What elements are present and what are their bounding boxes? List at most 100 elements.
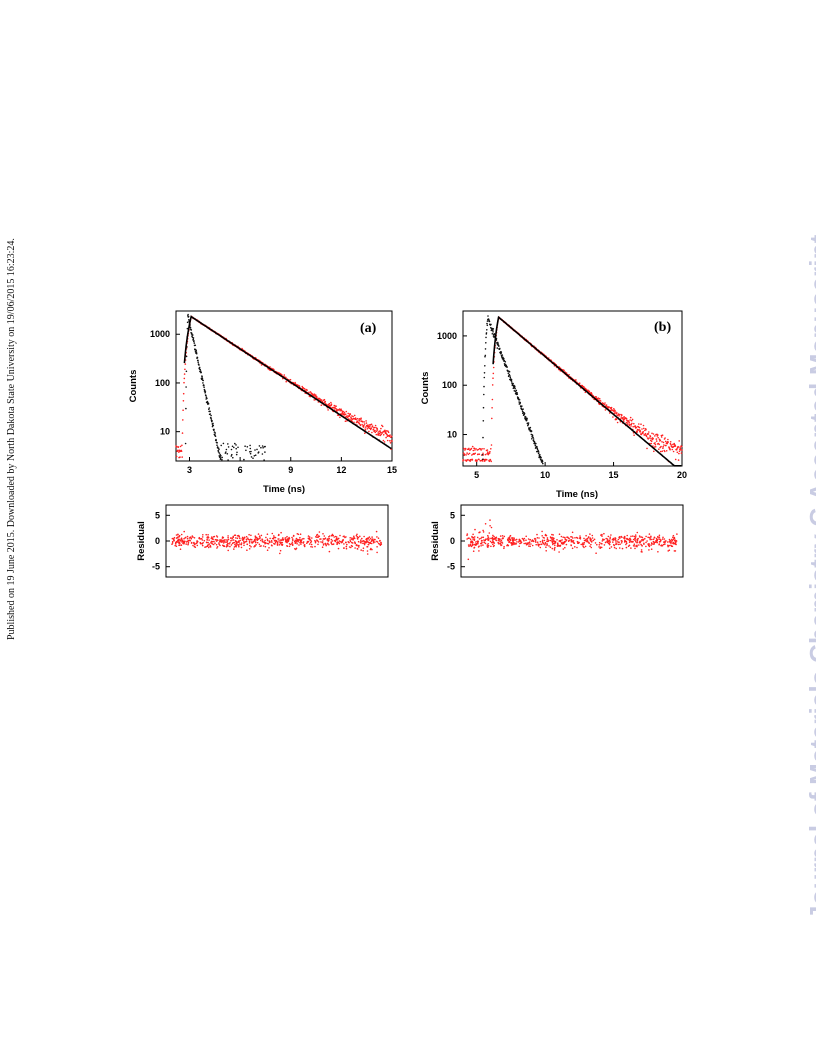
panel-b-ticks: 5 10 15 20 10 100 1000 bbox=[437, 331, 687, 480]
decay-point bbox=[674, 445, 677, 447]
residual-point bbox=[657, 536, 659, 539]
irf-point bbox=[541, 460, 544, 463]
residual-point bbox=[662, 543, 665, 546]
panel-a-decay-plot: (a) Time (ns) Counts 3 6 9 12 15 10 100 1000 bbox=[128, 310, 397, 495]
residual-point bbox=[472, 550, 475, 552]
residual-point bbox=[614, 540, 617, 542]
decay-point bbox=[364, 432, 366, 435]
residual-point bbox=[601, 540, 604, 542]
residual-point bbox=[258, 543, 261, 546]
residual-point bbox=[362, 549, 364, 552]
residual-point bbox=[475, 541, 477, 543]
residual-point bbox=[551, 533, 553, 536]
residual-point bbox=[535, 541, 537, 543]
residual-point bbox=[624, 539, 626, 541]
residual-point bbox=[273, 535, 275, 537]
decay-point bbox=[488, 460, 491, 463]
irf-point bbox=[257, 451, 260, 453]
decay-point bbox=[490, 448, 492, 450]
irf-point bbox=[188, 319, 190, 321]
decay-point bbox=[386, 433, 388, 436]
irf-point bbox=[233, 446, 235, 449]
irf-point bbox=[222, 442, 225, 445]
residual-point bbox=[337, 547, 340, 550]
residual-point bbox=[577, 542, 580, 545]
decay-point bbox=[648, 431, 650, 433]
residual-point bbox=[230, 540, 232, 542]
irf-point bbox=[212, 422, 214, 425]
residual-point bbox=[554, 546, 556, 549]
decay-point bbox=[471, 459, 474, 461]
irf-point bbox=[258, 445, 261, 447]
residual-point bbox=[643, 542, 645, 545]
decay-point bbox=[588, 390, 591, 393]
decay-point bbox=[659, 450, 662, 453]
residual-point bbox=[558, 540, 561, 542]
decay-point bbox=[463, 453, 466, 456]
residual-point bbox=[567, 537, 570, 539]
residual-point bbox=[355, 534, 358, 537]
residual-point bbox=[487, 536, 490, 538]
residual-point bbox=[194, 543, 196, 546]
residual-point bbox=[360, 549, 363, 551]
residual-point bbox=[526, 542, 528, 544]
residual-point bbox=[508, 536, 511, 538]
decay-point bbox=[182, 419, 184, 421]
decay-point bbox=[181, 456, 183, 458]
residual-point bbox=[670, 540, 673, 542]
residual-point bbox=[227, 535, 229, 537]
residual-point bbox=[223, 545, 225, 547]
decay-point bbox=[462, 452, 465, 455]
residual-point bbox=[472, 533, 474, 536]
residual-point bbox=[558, 545, 561, 547]
irf-point bbox=[537, 450, 540, 452]
residual-point bbox=[376, 546, 378, 548]
irf-point bbox=[252, 457, 254, 460]
decay-point bbox=[376, 429, 379, 431]
residual-point bbox=[266, 538, 269, 540]
irf-point bbox=[201, 376, 203, 378]
decay-point bbox=[618, 415, 620, 417]
residual-point bbox=[472, 538, 474, 540]
residual-point bbox=[212, 543, 215, 546]
decay-point bbox=[678, 452, 680, 455]
residual-point bbox=[618, 547, 621, 549]
residual-point bbox=[307, 535, 310, 537]
residual-point bbox=[357, 540, 360, 543]
decay-point bbox=[478, 453, 481, 456]
panel-b-xlabel: Time (ns) bbox=[556, 489, 598, 500]
decay-point bbox=[367, 425, 370, 428]
residual-point bbox=[481, 536, 483, 539]
residual-point bbox=[648, 544, 650, 546]
residual-point bbox=[295, 537, 298, 540]
decay-point bbox=[323, 398, 326, 401]
residual-point bbox=[527, 538, 530, 540]
residual-point bbox=[268, 547, 270, 549]
irf-point bbox=[510, 378, 513, 381]
decay-point bbox=[621, 414, 623, 416]
x-tick-label: 6 bbox=[238, 465, 243, 475]
residual-point bbox=[367, 543, 370, 546]
residual-point bbox=[324, 542, 327, 545]
residual-point bbox=[480, 540, 483, 542]
decay-point bbox=[328, 402, 331, 405]
residual-point bbox=[292, 534, 295, 537]
decay-point bbox=[595, 396, 598, 398]
irf-point bbox=[196, 356, 199, 359]
residual-point bbox=[317, 535, 320, 537]
decay-point bbox=[660, 445, 662, 448]
irf-point bbox=[485, 336, 487, 339]
residual-point bbox=[344, 536, 346, 539]
decay-point bbox=[469, 460, 472, 462]
residual-tick-label: -5 bbox=[152, 562, 160, 572]
residual-point bbox=[276, 543, 279, 546]
residual-point bbox=[314, 545, 316, 548]
residual-point bbox=[583, 537, 585, 540]
residual-point bbox=[276, 541, 279, 543]
decay-point bbox=[680, 452, 683, 454]
residual-point bbox=[620, 540, 623, 542]
residual-point bbox=[579, 536, 582, 539]
residual-point bbox=[239, 537, 241, 540]
residual-point bbox=[207, 536, 210, 539]
residual-point bbox=[351, 545, 354, 548]
